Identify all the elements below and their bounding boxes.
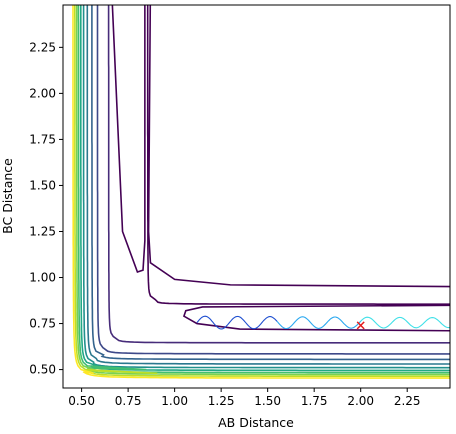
x-tick-label: 0.75	[115, 394, 142, 408]
trajectory	[196, 315, 450, 330]
x-tick-label: 1.75	[301, 394, 328, 408]
contour-line	[72, 5, 450, 379]
plot-frame	[62, 4, 451, 389]
x-marker	[356, 321, 365, 330]
contour-line	[86, 5, 450, 365]
contour-line	[96, 5, 450, 355]
x-tick-label: 0.50	[68, 394, 95, 408]
contour-line	[182, 304, 450, 332]
x-tick-label: 1.25	[208, 394, 235, 408]
y-axis-ticks: 0.50 0.75 1.00 1.25 1.50 1.75 2.00 2.25	[29, 40, 63, 377]
x-tick-label: 1.50	[254, 394, 281, 408]
contour-line	[107, 5, 450, 344]
y-tick-label: 1.75	[29, 132, 56, 146]
x-tick-label: 2.25	[394, 394, 421, 408]
end-marker	[356, 321, 365, 330]
contour-line	[146, 5, 450, 305]
contour-line	[147, 5, 450, 288]
y-tick-label: 1.25	[29, 224, 56, 238]
trajectory-segment	[360, 316, 450, 329]
contour-line	[74, 5, 450, 378]
contour-line	[91, 5, 450, 361]
x-axis-ticks: 0.50 0.75 1.00 1.25 1.50 1.75 2.00 2.25	[68, 388, 421, 408]
trajectory-segment	[276, 316, 362, 330]
contour-line	[75, 5, 450, 376]
y-tick-label: 2.25	[29, 40, 56, 54]
plot-background	[63, 5, 450, 388]
trajectory-segment	[196, 315, 278, 330]
y-axis-label: BC Distance	[0, 158, 15, 234]
contour-line	[111, 5, 146, 273]
x-axis-label: AB Distance	[218, 415, 294, 430]
y-tick-label: 1.00	[29, 271, 56, 285]
y-tick-label: 0.50	[29, 363, 56, 377]
contour-line	[80, 5, 450, 372]
contour-lines	[72, 5, 450, 379]
x-tick-label: 1.00	[161, 394, 188, 408]
y-tick-label: 0.75	[29, 317, 56, 331]
y-tick-label: 2.00	[29, 86, 56, 100]
contour-line	[77, 5, 450, 374]
contour-line	[82, 5, 450, 369]
x-tick-label: 2.00	[347, 394, 374, 408]
y-tick-label: 1.50	[29, 178, 56, 192]
